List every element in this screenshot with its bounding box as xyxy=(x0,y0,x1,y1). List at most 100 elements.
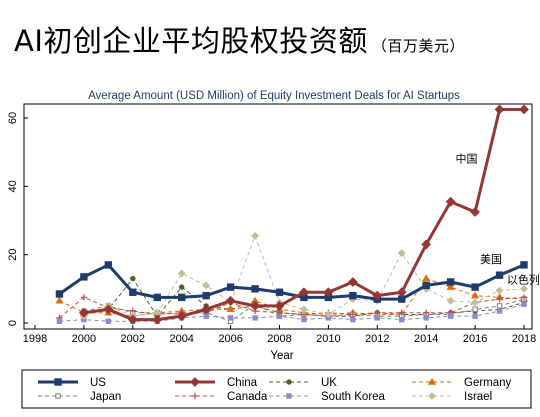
chart-axes: 1998 2000 2002 2004 2006 2008 2010 2012 2014 2016… xyxy=(7,103,536,345)
data-point-south-korea xyxy=(301,316,307,323)
legend-item-israel: Israel xyxy=(412,391,492,403)
data-point-south-korea xyxy=(350,316,356,323)
data-point-israel xyxy=(251,231,259,240)
x-tick-label: 1998 xyxy=(23,333,47,345)
legend-label: Germany xyxy=(464,377,512,389)
legend-swatch-marker xyxy=(286,379,292,385)
data-point-china xyxy=(78,307,89,318)
data-point-canada xyxy=(374,309,381,316)
data-point-south-korea xyxy=(105,318,112,324)
x-tick-label: 2016 xyxy=(463,333,487,345)
data-point-canada xyxy=(423,309,430,316)
data-point-south-korea xyxy=(496,308,503,314)
data-point-south-korea xyxy=(447,313,454,319)
data-point-china xyxy=(445,196,456,207)
data-point-us xyxy=(226,283,235,291)
x-tick-label: 2018 xyxy=(512,333,536,345)
data-point-us xyxy=(349,291,357,300)
data-point-us xyxy=(55,290,64,298)
legend-swatch-marker xyxy=(428,392,436,400)
legend-swatch-marker xyxy=(427,377,437,385)
legend-label: China xyxy=(227,377,258,389)
data-point-china xyxy=(250,301,260,311)
data-point-china xyxy=(127,314,138,325)
data-point-south-korea xyxy=(252,315,258,321)
x-tick-label: 2010 xyxy=(316,333,340,345)
x-tick-label: 2002 xyxy=(121,333,145,345)
data-point-south-korea xyxy=(472,313,478,319)
data-point-us xyxy=(202,291,210,300)
x-tick-label: 2012 xyxy=(365,333,389,345)
legend-label: US xyxy=(90,377,106,389)
data-point-china xyxy=(176,311,187,322)
data-point-south-korea xyxy=(276,313,283,319)
page-title-text: AI初创企业平均股权投资额 xyxy=(14,24,368,58)
y-tick-label: 20 xyxy=(7,249,19,261)
legend-item-us: US xyxy=(38,377,106,389)
y-tick-label: 60 xyxy=(7,112,19,124)
data-point-south-korea xyxy=(56,318,63,324)
data-point-south-korea xyxy=(521,301,527,307)
data-point-germany xyxy=(55,296,64,304)
data-point-israel xyxy=(177,269,186,278)
x-tick-label: 2014 xyxy=(414,333,438,345)
data-point-us xyxy=(446,278,455,286)
chart-legend: US China UK Germany Japan Canada South Korea Is… xyxy=(21,369,532,409)
series-line-south-korea xyxy=(59,303,525,322)
page-title: AI初创企业平均股权投资额 （百万美元） xyxy=(14,18,465,60)
legend-item-uk: UK xyxy=(269,377,337,389)
data-point-us xyxy=(520,261,528,269)
data-point-us xyxy=(471,283,479,291)
legend-label: Japan xyxy=(90,391,121,403)
data-point-israel xyxy=(324,310,333,319)
y-tick-label: 40 xyxy=(7,180,19,192)
data-point-us xyxy=(422,281,430,290)
legend-label: South Korea xyxy=(321,391,386,403)
data-point-israel xyxy=(446,296,455,305)
data-point-us xyxy=(80,273,88,281)
data-point-south-korea xyxy=(227,315,234,321)
legend-item-canada: Canada xyxy=(175,391,268,403)
x-axis-label: Year xyxy=(270,350,293,362)
data-point-china xyxy=(347,277,358,287)
legend-swatch-marker xyxy=(286,393,292,399)
data-point-china xyxy=(152,314,163,325)
data-point-china xyxy=(299,287,309,298)
legend-swatch-marker xyxy=(191,392,199,400)
legend-item-japan: Japan xyxy=(38,391,121,403)
data-point-us xyxy=(178,293,186,302)
series-israel xyxy=(79,231,528,321)
data-point-israel xyxy=(471,298,480,307)
data-point-south-korea xyxy=(423,315,429,321)
data-point-germany xyxy=(422,274,431,282)
data-point-us xyxy=(495,271,504,279)
x-tick-label: 2006 xyxy=(218,333,242,345)
data-point-japan xyxy=(472,306,478,313)
series-china xyxy=(78,104,529,325)
annotation-label: 美国 xyxy=(480,253,502,266)
x-tick-label: 2004 xyxy=(169,333,193,345)
annotation-label: 以色列 xyxy=(507,273,540,287)
data-point-canada xyxy=(520,294,528,301)
chart-title: Average Amount (USD Million) of Equity I… xyxy=(88,90,460,102)
data-point-germany xyxy=(471,291,480,299)
data-point-china xyxy=(323,287,334,298)
data-point-canada xyxy=(349,311,357,318)
data-point-canada xyxy=(80,294,88,301)
data-point-us xyxy=(104,261,113,269)
data-point-china xyxy=(519,104,529,115)
series-us xyxy=(55,261,528,303)
legend-label: Israel xyxy=(464,391,492,403)
data-point-germany xyxy=(226,305,235,313)
data-point-china xyxy=(103,304,114,315)
data-point-uk xyxy=(179,284,185,290)
data-point-germany xyxy=(446,282,455,290)
chart-series-layer xyxy=(55,104,529,325)
legend-item-china: China xyxy=(175,377,258,389)
page-title-unit: （百万美元） xyxy=(371,37,465,55)
data-point-south-korea xyxy=(399,316,405,323)
y-tick-label: 0 xyxy=(7,320,19,326)
data-point-uk xyxy=(130,275,136,282)
data-point-israel xyxy=(520,284,528,293)
